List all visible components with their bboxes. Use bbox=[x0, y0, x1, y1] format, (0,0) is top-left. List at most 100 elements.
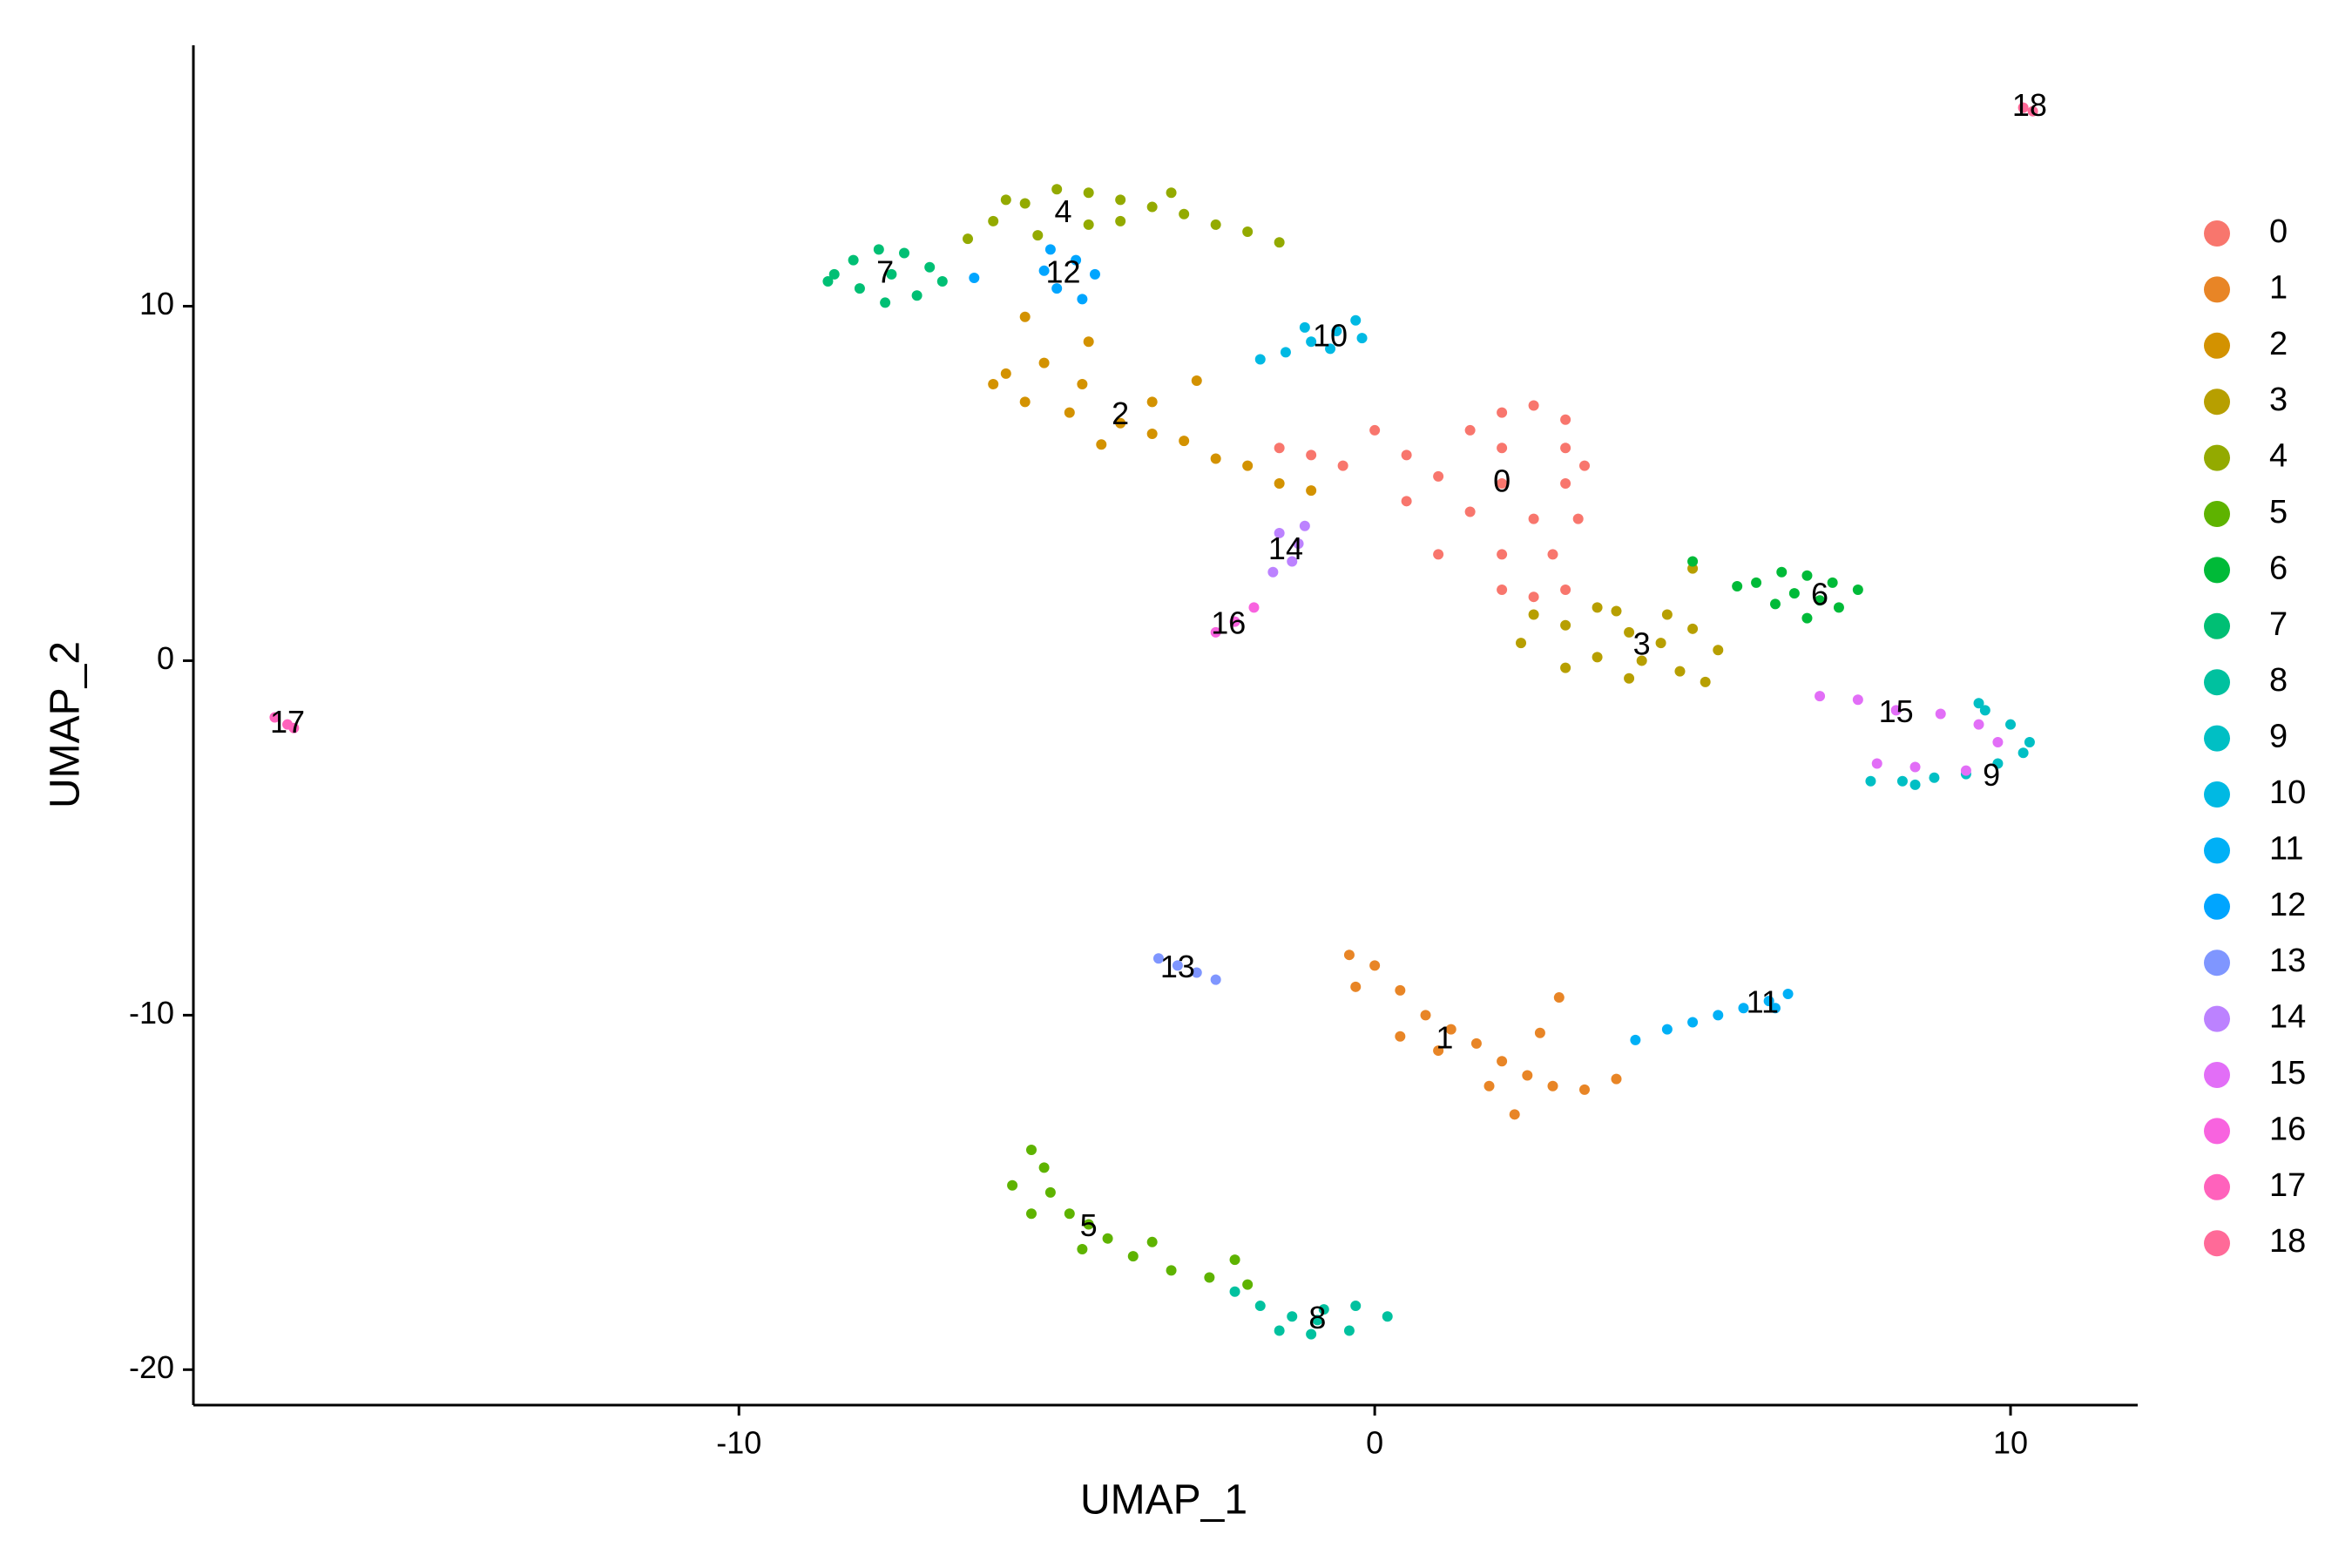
point bbox=[1007, 1179, 1018, 1191]
legend-label: 17 bbox=[2269, 1167, 2306, 1204]
point bbox=[1229, 616, 1240, 627]
point bbox=[1146, 201, 1158, 213]
point bbox=[1019, 396, 1031, 408]
point bbox=[1146, 429, 1158, 439]
point bbox=[1560, 443, 1571, 454]
cluster-label: 12 bbox=[1045, 253, 1080, 289]
point bbox=[1661, 609, 1673, 620]
point bbox=[1528, 591, 1539, 603]
cluster-label: 0 bbox=[1493, 463, 1511, 498]
x-axis-title: UMAP_1 bbox=[1080, 1477, 1247, 1524]
point bbox=[1306, 449, 1317, 461]
point bbox=[1497, 549, 1508, 560]
point bbox=[1464, 506, 1476, 517]
point bbox=[1992, 737, 2004, 748]
legend-swatch bbox=[2204, 389, 2230, 416]
point bbox=[1019, 311, 1031, 322]
point bbox=[1960, 765, 1971, 776]
point bbox=[1815, 691, 1826, 702]
point bbox=[1096, 439, 1107, 450]
point bbox=[1146, 1236, 1158, 1247]
point bbox=[1019, 198, 1031, 209]
point bbox=[1713, 1010, 1724, 1021]
point bbox=[1445, 1024, 1456, 1035]
point bbox=[1179, 436, 1190, 447]
point bbox=[1242, 1279, 1254, 1290]
legend-swatch bbox=[2204, 1230, 2230, 1257]
point bbox=[1801, 612, 1813, 624]
point bbox=[1064, 1208, 1075, 1220]
point bbox=[1350, 981, 1362, 992]
point bbox=[1929, 772, 1940, 783]
point bbox=[1687, 623, 1699, 634]
legend-label: 14 bbox=[2269, 999, 2306, 1036]
point bbox=[1497, 477, 1508, 489]
cluster-label: 3 bbox=[1633, 626, 1651, 662]
point bbox=[1229, 1286, 1240, 1297]
point bbox=[1572, 513, 1584, 524]
point bbox=[1630, 1034, 1641, 1045]
point bbox=[1038, 357, 1050, 368]
point bbox=[1973, 719, 1984, 730]
point bbox=[1191, 967, 1202, 978]
point bbox=[1306, 336, 1317, 348]
point bbox=[1115, 215, 1126, 226]
point bbox=[854, 283, 865, 294]
point bbox=[1497, 585, 1508, 596]
point bbox=[1083, 187, 1094, 199]
point bbox=[1274, 527, 1285, 538]
point bbox=[1274, 477, 1285, 489]
point bbox=[1827, 577, 1838, 588]
point bbox=[1350, 1301, 1362, 1312]
point bbox=[1071, 254, 1082, 266]
point bbox=[1287, 1311, 1298, 1322]
point bbox=[1890, 705, 1902, 716]
legend-swatch bbox=[2204, 893, 2230, 920]
point bbox=[1356, 333, 1368, 344]
point bbox=[1611, 605, 1622, 617]
legend-label: 7 bbox=[2269, 606, 2288, 643]
point bbox=[1146, 396, 1158, 408]
point bbox=[911, 290, 923, 301]
point bbox=[1395, 1031, 1406, 1042]
point bbox=[1306, 485, 1317, 497]
point bbox=[1865, 775, 1876, 787]
point bbox=[1025, 1208, 1037, 1220]
point bbox=[1979, 705, 1990, 716]
point bbox=[2017, 747, 2029, 759]
point bbox=[2005, 719, 2017, 730]
point bbox=[1624, 672, 1635, 684]
point bbox=[1560, 414, 1571, 425]
point bbox=[1788, 588, 1800, 599]
point bbox=[1032, 230, 1044, 241]
point bbox=[1369, 424, 1381, 436]
point bbox=[1179, 208, 1190, 220]
point bbox=[1242, 460, 1254, 471]
point bbox=[1331, 325, 1342, 336]
point bbox=[1343, 1325, 1355, 1336]
legend-label: 9 bbox=[2269, 719, 2288, 755]
point bbox=[1560, 662, 1571, 673]
cluster-label: 13 bbox=[1160, 949, 1195, 984]
point bbox=[1210, 453, 1221, 464]
point bbox=[1655, 638, 1666, 649]
legend-label: 8 bbox=[2269, 662, 2288, 699]
point bbox=[848, 254, 859, 266]
point bbox=[1852, 585, 1863, 596]
point bbox=[1751, 577, 1762, 588]
point bbox=[1560, 585, 1571, 596]
legend-label: 13 bbox=[2269, 943, 2306, 979]
point bbox=[1674, 666, 1686, 677]
legend-swatch bbox=[2204, 725, 2230, 752]
point bbox=[1038, 1162, 1050, 1173]
legend-label: 4 bbox=[2269, 438, 2288, 475]
legend-swatch bbox=[2204, 1062, 2230, 1088]
point bbox=[1242, 226, 1254, 238]
cluster-label: 18 bbox=[2012, 87, 2047, 123]
point bbox=[1624, 626, 1635, 638]
point bbox=[1115, 417, 1126, 429]
point bbox=[1044, 1186, 1056, 1198]
point bbox=[1732, 580, 1743, 591]
point bbox=[1064, 407, 1075, 418]
point bbox=[1636, 655, 1647, 666]
